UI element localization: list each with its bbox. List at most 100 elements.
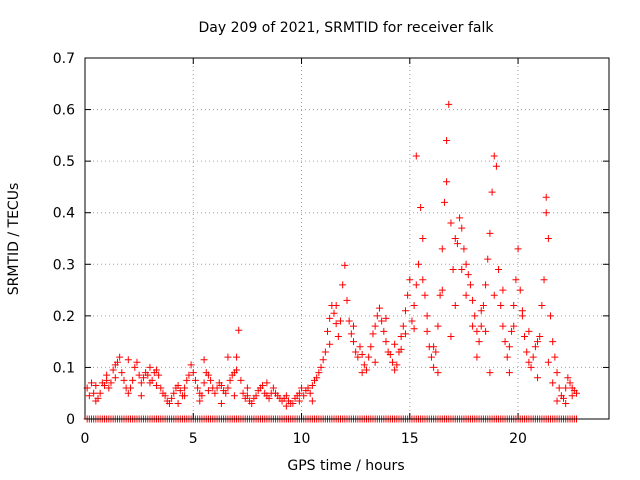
- data-point: [152, 381, 160, 389]
- data-point: [289, 400, 297, 408]
- data-point: [174, 381, 182, 389]
- data-point: [453, 240, 461, 248]
- data-point: [100, 381, 108, 389]
- data-point: [371, 322, 379, 330]
- data-point: [423, 327, 431, 335]
- data-point: [536, 332, 544, 340]
- data-point: [185, 371, 193, 379]
- data-point: [298, 384, 306, 392]
- data-point: [120, 376, 128, 384]
- data-point: [126, 384, 134, 392]
- data-point: [540, 276, 548, 284]
- data-point: [92, 381, 100, 389]
- data-point: [319, 356, 327, 364]
- data-point: [410, 325, 418, 333]
- data-point: [568, 392, 576, 400]
- data-point: [345, 317, 353, 325]
- data-point: [408, 317, 416, 325]
- data-point: [466, 281, 474, 289]
- data-point: [237, 376, 245, 384]
- data-point: [356, 343, 364, 351]
- data-point: [233, 353, 241, 361]
- y-tick-label: 0.5: [53, 154, 75, 170]
- data-point: [222, 389, 230, 397]
- data-point: [391, 366, 399, 374]
- data-point: [135, 371, 143, 379]
- data-point: [133, 358, 141, 366]
- data-point: [523, 348, 531, 356]
- data-point: [369, 330, 377, 338]
- data-point: [224, 353, 232, 361]
- data-point: [371, 358, 379, 366]
- data-point: [419, 276, 427, 284]
- data-point: [282, 392, 290, 400]
- data-point: [486, 229, 494, 237]
- data-point: [146, 363, 154, 371]
- data-point: [553, 369, 561, 377]
- data-point: [560, 394, 568, 402]
- data-point: [308, 381, 316, 389]
- data-point: [313, 374, 321, 382]
- data-point: [124, 389, 132, 397]
- data-point: [233, 366, 241, 374]
- data-point: [542, 193, 550, 201]
- data-point: [449, 265, 457, 273]
- data-point: [239, 389, 247, 397]
- data-point: [414, 260, 422, 268]
- data-point: [326, 314, 334, 322]
- data-point: [116, 353, 124, 361]
- data-point: [475, 338, 483, 346]
- data-point: [456, 214, 464, 222]
- data-point: [542, 209, 550, 217]
- data-point: [534, 374, 542, 382]
- data-point: [486, 369, 494, 377]
- data-point: [243, 392, 251, 400]
- data-point: [347, 330, 355, 338]
- data-point: [176, 387, 184, 395]
- data-point: [213, 384, 221, 392]
- data-point: [174, 400, 182, 408]
- data-point: [306, 389, 314, 397]
- data-point: [155, 371, 163, 379]
- data-point: [358, 351, 366, 359]
- data-point: [484, 255, 492, 263]
- data-point: [137, 392, 145, 400]
- data-point: [269, 384, 277, 392]
- data-point: [295, 389, 303, 397]
- data-point: [111, 374, 119, 382]
- data-point: [436, 291, 444, 299]
- data-point: [434, 369, 442, 377]
- data-point: [564, 374, 572, 382]
- data-point: [300, 392, 308, 400]
- data-point: [165, 400, 173, 408]
- data-point: [447, 219, 455, 227]
- data-point: [131, 363, 139, 371]
- data-point: [477, 307, 485, 315]
- data-point: [224, 384, 232, 392]
- data-point: [204, 387, 212, 395]
- data-point: [551, 353, 559, 361]
- data-point: [362, 366, 370, 374]
- data-point: [217, 381, 225, 389]
- data-point: [427, 353, 435, 361]
- x-tick-label: 0: [81, 431, 90, 447]
- chart-title: Day 209 of 2021, SRMTID for receiver fal…: [199, 20, 495, 36]
- data-point: [375, 304, 383, 312]
- data-point: [181, 392, 189, 400]
- data-point: [382, 314, 390, 322]
- data-point: [235, 326, 243, 334]
- data-point: [510, 302, 518, 310]
- data-point: [118, 369, 126, 377]
- data-point: [148, 376, 156, 384]
- data-point: [499, 286, 507, 294]
- data-point: [423, 312, 431, 320]
- x-tick-label: 10: [293, 431, 311, 447]
- data-point: [477, 322, 485, 330]
- data-point: [412, 281, 420, 289]
- x-tick-label: 20: [509, 431, 527, 447]
- data-point: [566, 379, 574, 387]
- data-point: [440, 198, 448, 206]
- data-point: [412, 152, 420, 160]
- data-point: [183, 376, 191, 384]
